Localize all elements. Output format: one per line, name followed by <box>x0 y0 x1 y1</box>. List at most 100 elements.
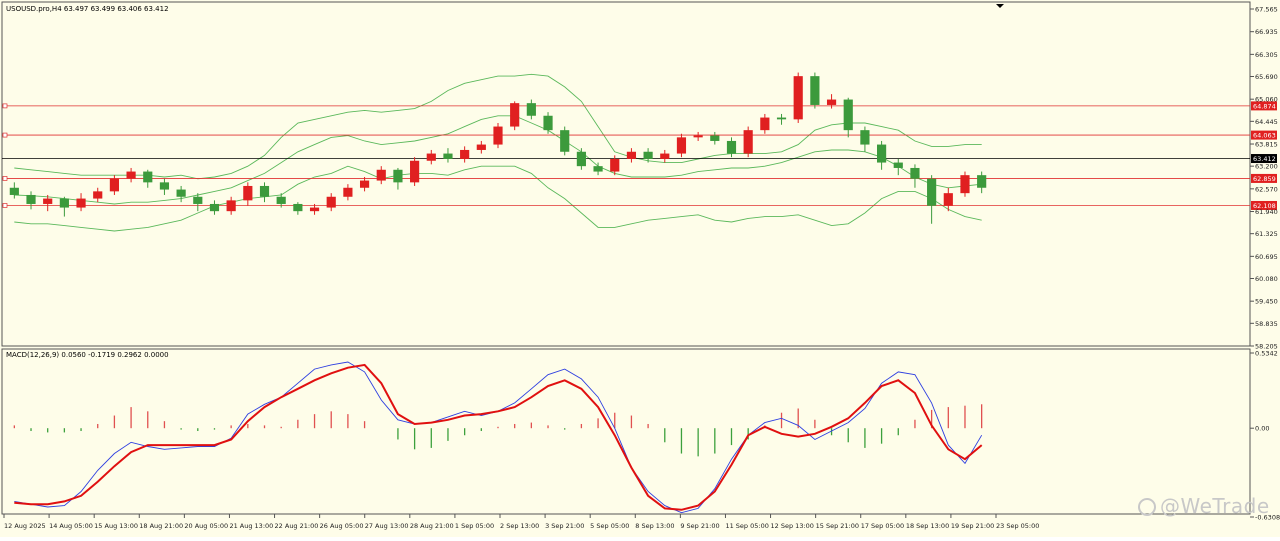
watermark: @WeTrade <box>1138 494 1270 518</box>
candle-body <box>927 179 936 206</box>
candle-body <box>410 161 419 183</box>
candle-body <box>10 188 19 195</box>
candle-body <box>277 197 286 204</box>
watermark-text: @WeTrade <box>1160 494 1270 518</box>
time-tick-label: 12 Aug 2025 <box>4 522 46 530</box>
candle-body <box>610 159 619 172</box>
candle-body <box>727 141 736 154</box>
time-tick-label: 20 Aug 05:00 <box>184 522 228 530</box>
time-tick-label: 9 Sep 21:00 <box>680 522 719 530</box>
candle-body <box>827 100 836 105</box>
candle-body <box>510 103 519 126</box>
candle-body <box>210 204 219 211</box>
time-tick-label: 23 Sep 05:00 <box>996 522 1039 530</box>
candle-body <box>293 204 302 211</box>
candle-body <box>460 150 469 159</box>
price-tick-label: 59.450 <box>1255 298 1278 306</box>
symbol-header: USOUSD.pro,H4 63.497 63.499 63.406 63.41… <box>6 5 169 13</box>
level-anchor-icon <box>3 104 7 108</box>
candle-body <box>694 136 703 138</box>
macd-tick-label: 0.5342 <box>1255 350 1278 358</box>
candle-body <box>193 197 202 204</box>
price-tick-label: 65.060 <box>1255 96 1278 104</box>
price-tick-label: 60.695 <box>1255 253 1278 261</box>
candle-body <box>593 166 602 171</box>
candle-body <box>560 130 569 152</box>
candle-body <box>343 188 352 197</box>
candle-body <box>227 200 236 211</box>
candle-body <box>844 100 853 131</box>
candle-body <box>160 182 169 189</box>
candle-body <box>360 181 369 188</box>
time-tick-label: 22 Aug 21:00 <box>275 522 319 530</box>
price-tick-label: 63.815 <box>1255 141 1278 149</box>
level-anchor-icon <box>3 176 7 180</box>
time-tick-label: 19 Sep 21:00 <box>951 522 994 530</box>
candle-body <box>493 127 502 145</box>
macd-tick-label: 0.00 <box>1255 425 1269 433</box>
candle-body <box>243 186 252 200</box>
price-tick-label: 58.835 <box>1255 320 1278 328</box>
time-tick-label: 2 Sep 13:00 <box>500 522 539 530</box>
time-tick-label: 15 Aug 13:00 <box>94 522 138 530</box>
candle-body <box>977 175 986 188</box>
level-tag-label: 62.859 <box>1253 175 1276 183</box>
time-tick-label: 5 Sep 05:00 <box>590 522 629 530</box>
level-anchor-icon <box>3 203 7 207</box>
time-tick-label: 14 Aug 05:00 <box>49 522 93 530</box>
candle-body <box>26 195 35 204</box>
candle-body <box>860 130 869 144</box>
price-tick-label: 62.570 <box>1255 185 1278 193</box>
candle-body <box>477 145 486 150</box>
candle-body <box>527 103 536 116</box>
time-tick-label: 1 Sep 05:00 <box>455 522 494 530</box>
level-tag-label: 64.063 <box>1253 132 1276 140</box>
candle-body <box>327 197 336 208</box>
candle-body <box>660 154 669 159</box>
candle-body <box>677 137 686 153</box>
candle-body <box>126 172 135 179</box>
candle-body <box>177 190 186 197</box>
candle-body <box>794 76 803 119</box>
time-tick-label: 12 Sep 13:00 <box>771 522 814 530</box>
price-tick-label: 60.080 <box>1255 275 1278 283</box>
price-tick-label: 66.935 <box>1255 28 1278 36</box>
candle-body <box>260 186 269 197</box>
candle-body <box>310 208 319 212</box>
macd-header: MACD(12,26,9) 0.0560 -0.1719 0.2962 0.00… <box>6 351 169 359</box>
time-tick-label: 15 Sep 21:00 <box>816 522 859 530</box>
candle-body <box>744 130 753 153</box>
price-tick-label: 61.325 <box>1255 230 1278 238</box>
candle-body <box>543 116 552 130</box>
candle-body <box>877 145 886 163</box>
candle-body <box>377 170 386 181</box>
candle-body <box>810 76 819 105</box>
candle-body <box>627 152 636 159</box>
price-tick-label: 67.565 <box>1255 6 1278 14</box>
candle-body <box>93 191 102 198</box>
candle-body <box>110 179 119 192</box>
time-tick-label: 27 Aug 13:00 <box>365 522 409 530</box>
candle-body <box>43 199 52 204</box>
candle-body <box>577 152 586 166</box>
time-tick-label: 26 Aug 05:00 <box>320 522 364 530</box>
candle-body <box>60 199 69 208</box>
level-anchor-icon <box>3 133 7 137</box>
candle-body <box>760 118 769 131</box>
candle-body <box>777 118 786 120</box>
candle-body <box>76 199 85 208</box>
candle-body <box>393 170 402 183</box>
candle-body <box>894 163 903 168</box>
time-tick-label: 3 Sep 21:00 <box>545 522 584 530</box>
time-tick-label: 11 Sep 05:00 <box>725 522 768 530</box>
candle-body <box>443 154 452 159</box>
candle-body <box>644 152 653 159</box>
price-tick-label: 64.445 <box>1255 118 1278 126</box>
time-tick-label: 21 Aug 13:00 <box>229 522 273 530</box>
time-tick-label: 17 Sep 05:00 <box>861 522 904 530</box>
price-panel-frame <box>2 2 1250 346</box>
time-tick-label: 8 Sep 13:00 <box>635 522 674 530</box>
candle-body <box>910 168 919 179</box>
candle-body <box>960 175 969 193</box>
